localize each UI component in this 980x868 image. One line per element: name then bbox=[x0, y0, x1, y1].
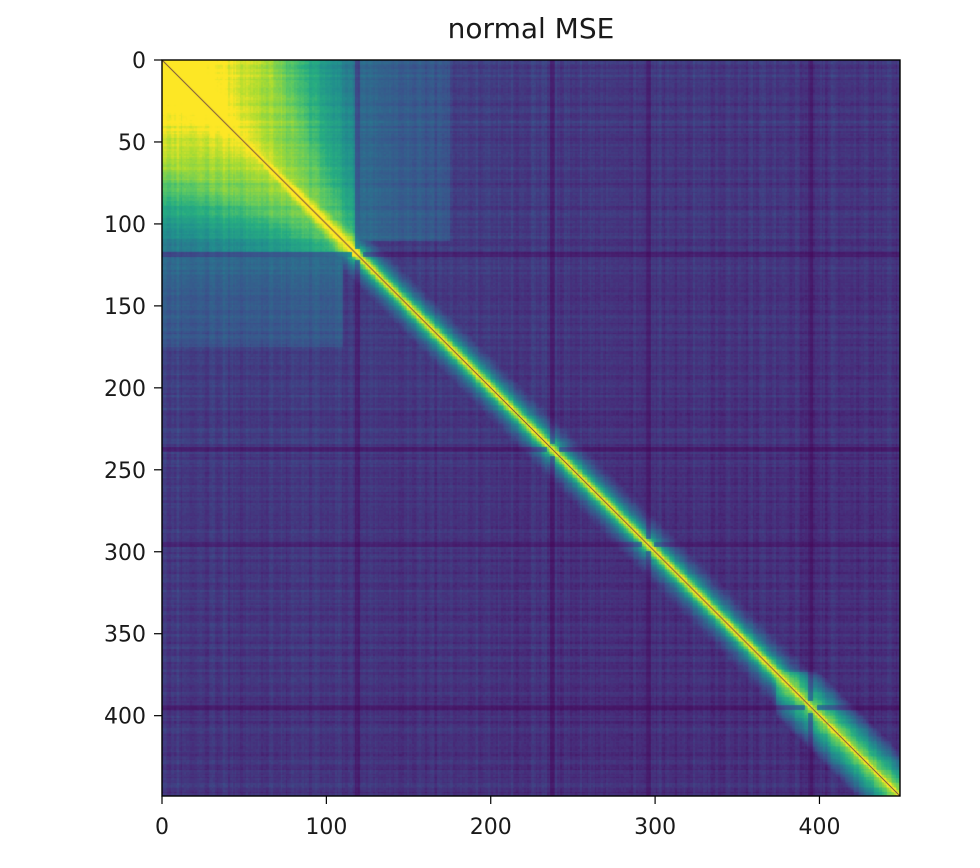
y-tick-label-100: 100 bbox=[104, 213, 146, 238]
plot-area: 0 100 200 300 400 0 50 100 150 200 250 300 350 400 bbox=[104, 49, 901, 840]
y-tick-label-0: 0 bbox=[132, 49, 146, 74]
heatmap-image bbox=[162, 60, 900, 796]
y-tick-label-300: 300 bbox=[104, 541, 146, 566]
x-tick-label-0: 0 bbox=[155, 815, 169, 840]
y-tick-label-350: 350 bbox=[104, 623, 146, 648]
x-tick-label-100: 100 bbox=[305, 815, 347, 840]
axes: 0 100 200 300 400 0 50 100 150 200 250 300 350 400 bbox=[104, 49, 901, 840]
y-tick-label-150: 150 bbox=[104, 295, 146, 320]
chart-title: normal MSE bbox=[447, 12, 615, 45]
y-tick-label-250: 250 bbox=[104, 459, 146, 484]
x-tick-label-200: 200 bbox=[470, 815, 512, 840]
x-tick-label-300: 300 bbox=[634, 815, 676, 840]
y-tick-label-400: 400 bbox=[104, 705, 146, 730]
axes-frame bbox=[161, 59, 901, 797]
y-tick-label-200: 200 bbox=[104, 377, 146, 402]
y-tick-label-50: 50 bbox=[118, 131, 146, 156]
x-tick-label-400: 400 bbox=[798, 815, 840, 840]
